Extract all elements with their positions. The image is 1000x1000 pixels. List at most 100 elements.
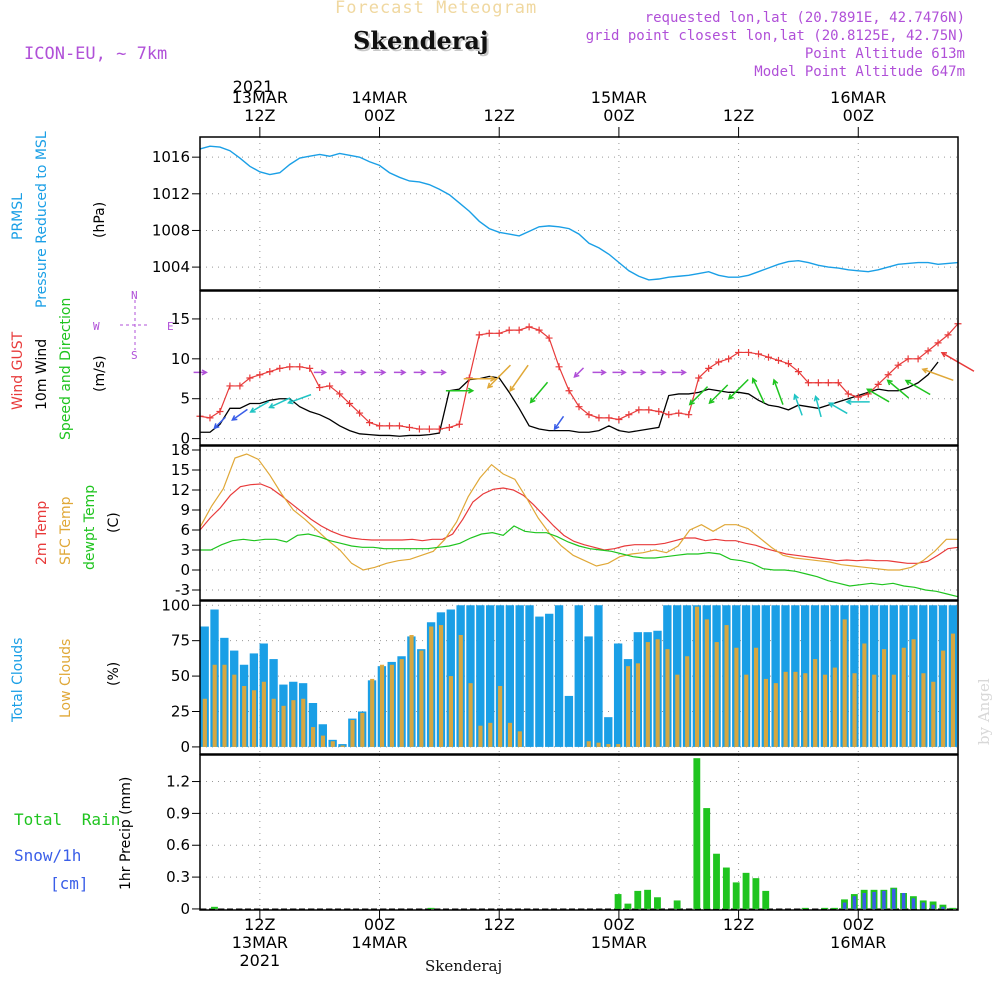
compass-cross <box>120 300 150 350</box>
low-clouds-bar <box>586 741 591 747</box>
low-clouds-bar <box>832 667 837 747</box>
wind-gust-point <box>595 414 603 422</box>
low-clouds-bar <box>606 744 611 747</box>
total-clouds-label: Total Clouds <box>10 637 26 722</box>
wind-gust-point <box>276 364 284 372</box>
wind-gust-point <box>386 422 393 430</box>
y-tick-label: 1004 <box>152 258 190 276</box>
low-clouds-bar <box>419 650 424 747</box>
y-tick-label: 15 <box>171 461 190 479</box>
top-time-label: 14MAR <box>351 88 407 107</box>
wind-gust-point <box>715 358 723 366</box>
total-clouds-bar <box>584 636 593 747</box>
wind-direction-arrow <box>509 364 529 393</box>
wind-gust-point <box>216 407 224 415</box>
wind-direction-arrow <box>612 369 627 376</box>
bottom-time-label: 12Z <box>723 915 754 934</box>
low-clouds-bar <box>626 666 631 747</box>
low-clouds-bar <box>645 642 650 747</box>
wind-gust-point <box>465 374 473 382</box>
low-clouds-bar <box>921 673 926 747</box>
wind-direction-arrow <box>553 415 565 431</box>
low-clouds-bar <box>350 720 355 747</box>
total-clouds-bar <box>495 605 505 747</box>
y-tick-label: 0 <box>180 430 190 448</box>
low-clouds-bar <box>616 744 621 747</box>
total-clouds-bar <box>485 605 495 747</box>
product-title: Forecast Meteogram <box>335 0 538 18</box>
wind-gust-point <box>226 382 234 390</box>
snow-bar <box>872 891 876 909</box>
wind-gust-point <box>266 368 274 376</box>
y-tick-label: 0 <box>180 738 190 756</box>
wind-direction-arrow <box>249 400 270 413</box>
low-clouds-bar <box>488 722 493 747</box>
low-clouds-bar <box>724 625 729 747</box>
wind-10m-line <box>200 361 939 437</box>
total-clouds-bar <box>525 605 534 747</box>
low-clouds-bar <box>468 683 473 747</box>
low-clouds-bar <box>330 741 335 747</box>
wind-gust-point <box>555 363 563 371</box>
low-clouds-bar <box>596 742 601 747</box>
rain-bar <box>801 907 809 909</box>
low-clouds-bar <box>734 647 739 747</box>
low-clouds-bar <box>222 664 227 747</box>
wind-gust-point <box>515 326 523 334</box>
y-tick-label: 0 <box>180 900 190 918</box>
low-clouds-bar <box>950 633 956 747</box>
top-time-label: 00Z <box>364 106 395 125</box>
wind-gust-point <box>246 374 254 382</box>
requested-coords: requested lon,lat (20.7891E, 42.7476N) <box>644 10 965 26</box>
wind-gust-point <box>745 348 753 356</box>
top-time-label: 12Z <box>723 106 754 125</box>
wind-direction-arrow <box>772 378 784 405</box>
wind-gust-point <box>286 363 294 371</box>
bottom-time-label: 00Z <box>843 915 874 934</box>
snow-bar <box>921 902 926 909</box>
bottom-time-label: 12Z <box>484 915 515 934</box>
y-tick-label: 1008 <box>152 221 190 239</box>
bottom-time-label: 00Z <box>364 915 395 934</box>
y-tick-label: 0 <box>180 561 190 579</box>
low-clouds-bar <box>714 642 719 747</box>
low-clouds-bar <box>340 745 345 747</box>
wind-direction-arrow <box>813 394 822 418</box>
low-clouds-bar <box>399 659 404 747</box>
y-tick-label: 1016 <box>152 148 190 166</box>
wind-direction-arrow <box>213 416 226 430</box>
total-clouds-bar <box>545 613 554 747</box>
rain-bar <box>752 878 760 909</box>
wind-gust-point <box>425 425 433 433</box>
low-clouds-bar <box>911 639 916 747</box>
wind-gust-point <box>495 329 503 337</box>
low-clouds-bar <box>301 698 306 747</box>
wind-10m-label: 10m Wind <box>34 338 50 410</box>
wind-direction-arrow <box>463 375 497 382</box>
wind-gust-point <box>844 390 852 398</box>
rain-bar <box>821 907 829 909</box>
y-tick-label: 0.3 <box>166 868 190 886</box>
panel-frame <box>199 136 959 291</box>
wind-gust-point <box>814 379 822 387</box>
low-clouds-bar <box>882 649 887 747</box>
low-clouds-bar <box>232 674 237 747</box>
wind-gust-point <box>645 406 653 414</box>
wind-gust-point <box>356 409 364 417</box>
wind-direction-arrow <box>413 369 427 376</box>
wind-direction-arrow <box>865 388 890 403</box>
bottom-time-label: 14MAR <box>351 933 407 952</box>
rain-bar <box>624 903 632 909</box>
wind-gust-point <box>435 425 443 433</box>
wind-gust-point <box>535 326 543 334</box>
low-clouds-bar <box>763 678 769 747</box>
y-tick-label: 0.6 <box>166 836 190 854</box>
wind-gust-point <box>475 331 483 339</box>
total-clouds-bar <box>535 616 544 747</box>
low-clouds-bar <box>704 619 709 747</box>
low-clouds-bar <box>852 673 857 747</box>
wind-gust-point <box>854 393 862 401</box>
wind-direction-arrow <box>334 369 347 376</box>
low-clouds-bar <box>448 676 453 747</box>
wind-direction-arrow <box>904 379 931 396</box>
